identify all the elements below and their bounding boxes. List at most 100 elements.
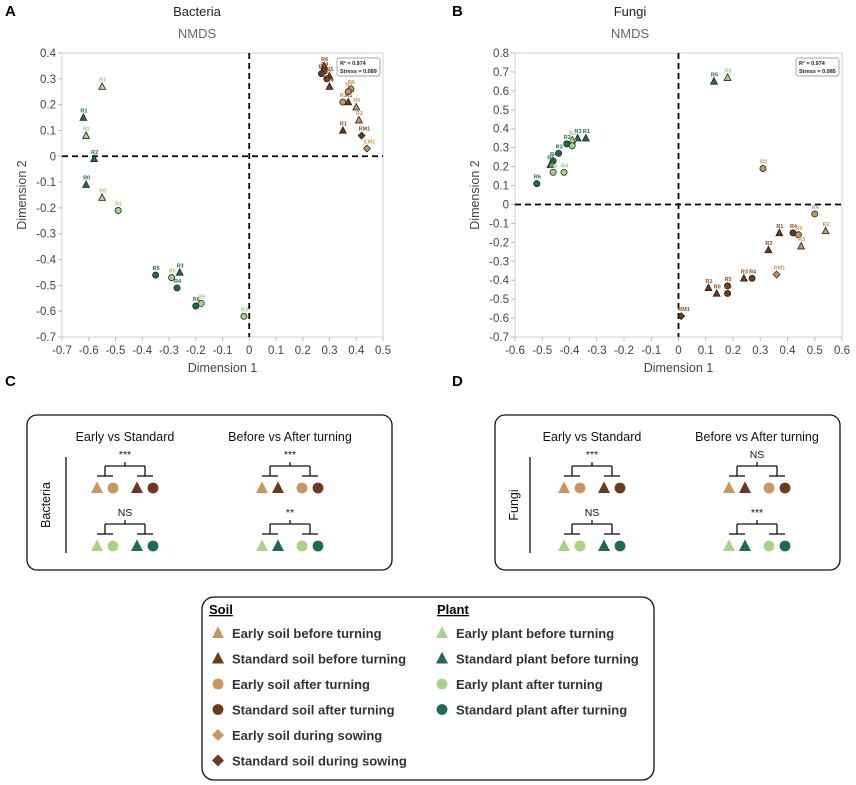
- y-tick-label: 0.2: [493, 162, 509, 174]
- y-tick-label: -0.2: [36, 203, 56, 215]
- x-tick-label: -0.3: [159, 345, 179, 357]
- point-label: R2: [823, 222, 830, 228]
- tree-marker: [739, 481, 751, 493]
- data-point: [362, 144, 371, 153]
- point-label: R2: [91, 150, 98, 156]
- plot-area: [61, 52, 384, 338]
- point-label: R3: [575, 129, 582, 135]
- stats-stress: Stress = 0.089: [340, 69, 377, 75]
- legend-marker: [436, 626, 448, 638]
- row-label: Bacteria: [39, 482, 53, 528]
- x-tick-label: 0: [675, 345, 681, 357]
- tree-marker: [614, 482, 626, 494]
- point-label: R4: [327, 78, 335, 84]
- tree-marker: [763, 482, 775, 494]
- point-label: R6: [348, 80, 355, 86]
- point-label: R4: [345, 83, 353, 89]
- panel-d-content: Early vs Standard Before vs After turning…: [507, 430, 819, 553]
- data-point: [168, 274, 176, 282]
- point-label: R5: [569, 137, 576, 143]
- x-tick-label: -0.2: [614, 345, 634, 357]
- data-point: [748, 274, 756, 282]
- y-tick-label: 0.8: [493, 48, 509, 60]
- point-label: R4: [812, 205, 820, 211]
- legend-label: Early soil during sowing: [232, 728, 382, 743]
- stats-box: [336, 57, 381, 77]
- y-axis-label: Dimension 2: [468, 160, 482, 230]
- tree-marker: [558, 481, 570, 493]
- significance-label: NS: [750, 449, 765, 461]
- y-tick-label: -0.7: [36, 332, 56, 344]
- tree-marker: [131, 481, 143, 493]
- y-axis-label: Dimension 2: [15, 160, 29, 230]
- data-point: [797, 241, 806, 250]
- x-tick-label: 0.4: [348, 345, 365, 357]
- point-label: R6: [725, 69, 732, 75]
- legend-marker: [212, 626, 224, 638]
- data-point: [352, 102, 361, 111]
- significance-label: ***: [586, 449, 598, 461]
- tree-marker: [272, 481, 284, 493]
- panel-b-label: B: [452, 3, 463, 20]
- legend-marker: [212, 729, 224, 741]
- point-label: RM1: [359, 127, 371, 133]
- y-tick-label: -0.4: [489, 275, 509, 287]
- legend-items: Early soil before turning Standard soil b…: [212, 626, 639, 769]
- legend-label: Early plant before turning: [456, 626, 614, 641]
- x-tick-label: -0.1: [641, 345, 661, 357]
- data-point: [704, 283, 713, 291]
- y-tick-label: 0.2: [40, 100, 56, 112]
- stats-r2: R² = 0.974: [340, 60, 367, 67]
- row-label: Fungi: [507, 489, 521, 520]
- legend-label: Early soil after turning: [232, 677, 370, 692]
- point-label: R4: [321, 62, 329, 68]
- x-tick-label: -0.5: [106, 345, 126, 357]
- y-tick-label: 0.4: [493, 124, 510, 136]
- point-label: R2: [569, 131, 576, 137]
- point-label: R6: [534, 175, 541, 181]
- point-label: R2: [83, 127, 90, 133]
- point-label: EM1: [364, 140, 375, 146]
- data-point: [821, 226, 830, 235]
- x-tick-label: 0.6: [834, 345, 850, 357]
- point-label: R3: [318, 65, 325, 71]
- x-tick-label: 0.2: [295, 345, 311, 357]
- point-label: R4: [561, 163, 569, 169]
- point-label: R6: [321, 57, 328, 63]
- point-label: R3: [798, 237, 805, 243]
- y-tick-label: 0.4: [40, 48, 57, 60]
- data-point: [581, 133, 590, 142]
- tree-marker: [147, 540, 159, 552]
- point-label: R1: [340, 121, 347, 127]
- data-point: [344, 88, 352, 96]
- significance-label: NS: [585, 507, 600, 519]
- y-tick-label: -0.6: [489, 313, 509, 325]
- tree-marker: [739, 539, 751, 551]
- point-label: R6: [725, 284, 732, 290]
- panel-b-title: Fungi: [614, 4, 647, 19]
- data-point: [724, 282, 732, 290]
- point-label: R3: [340, 93, 347, 99]
- panel-c-box: [26, 414, 393, 571]
- legend-marker: [212, 678, 224, 690]
- tree-marker: [312, 540, 324, 552]
- point-label: R5: [353, 98, 360, 104]
- x-tick-label: 0.2: [725, 345, 741, 357]
- y-tick-label: 0.3: [40, 74, 56, 86]
- legend-label: Standard soil after turning: [232, 703, 395, 718]
- legend-marker: [436, 651, 448, 664]
- tree-marker: [256, 481, 268, 493]
- legend-marker: [212, 754, 224, 767]
- data-point: [724, 289, 732, 297]
- data-point: [533, 180, 541, 188]
- point-label: R5: [795, 226, 802, 232]
- point-label: R2: [324, 70, 331, 76]
- tree-marker: [312, 482, 324, 494]
- x-tick-label: -0.5: [532, 345, 552, 357]
- data-point: [98, 192, 107, 201]
- data-point: [152, 271, 160, 279]
- point-label: R5: [169, 269, 176, 275]
- legend-label: Early plant after turning: [456, 677, 603, 692]
- data-point: [338, 125, 347, 134]
- y-tick-label: 0.3: [493, 143, 509, 155]
